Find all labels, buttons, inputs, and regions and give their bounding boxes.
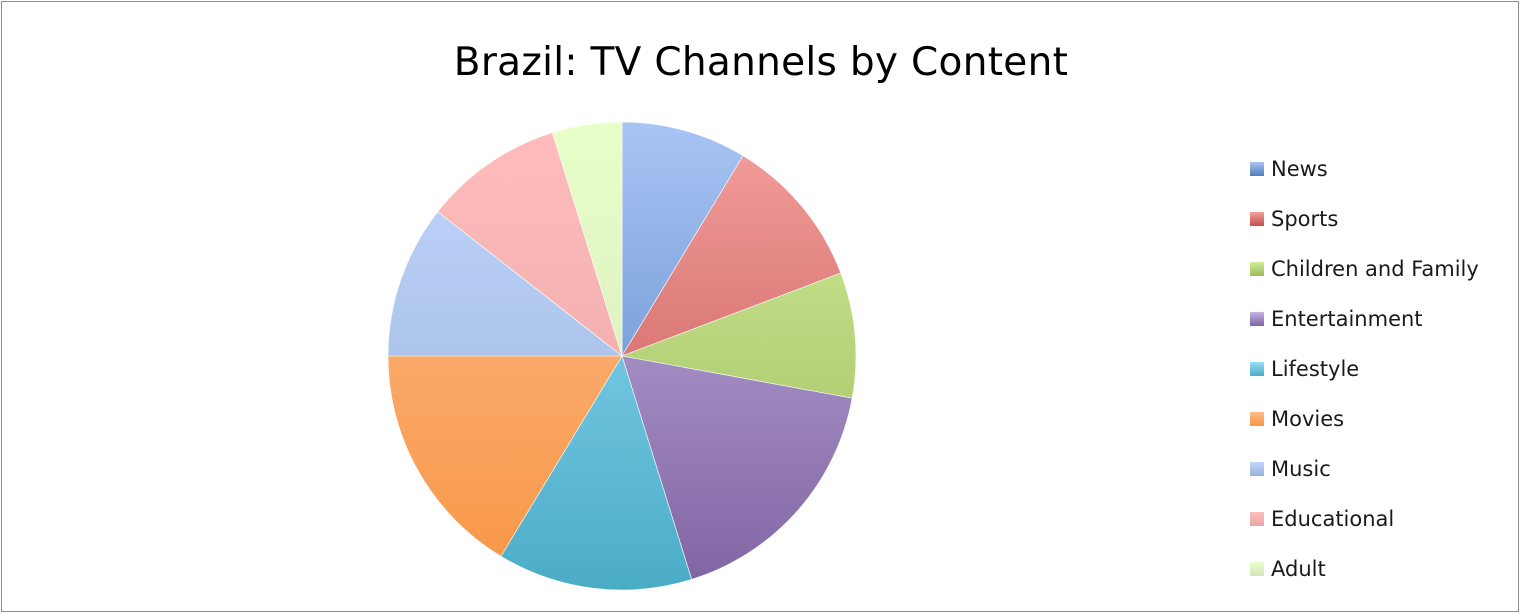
legend-label-music: Music [1271,457,1331,481]
pie-slice-music [387,211,623,357]
legend: News Sports Children and Family Entertainme… [1250,144,1518,594]
legend-label-entertainment: Entertainment [1271,307,1423,331]
legend-label-movies: Movies [1271,407,1345,431]
legend-item-music: Music [1250,444,1518,494]
legend-item-adult: Adult [1250,544,1518,594]
legend-item-news: News [1250,144,1518,194]
legend-label-news: News [1271,157,1328,181]
legend-label-educational: Educational [1271,507,1395,531]
pie-slice-news [621,121,744,358]
legend-item-sports: Sports [1250,194,1518,244]
legend-item-entertainment: Entertainment [1250,294,1518,344]
legend-label-sports: Sports [1271,207,1339,231]
pie-slice-entertainment [621,355,853,580]
legend-label-children-and-family: Children and Family [1271,257,1479,281]
pie-slice-movies [387,355,623,557]
legend-item-lifestyle: Lifestyle [1250,344,1518,394]
pie-slice-children-and-family [620,272,857,399]
legend-item-children-and-family: Children and Family [1250,244,1518,294]
pie-slice-lifestyle [500,355,692,591]
legend-swatch-entertainment [1250,312,1264,326]
chart-title: Brazil: TV Channels by Content [453,40,1069,85]
pie-slices [387,121,857,591]
pie-slice-adult [552,121,623,357]
legend-swatch-music [1250,462,1264,476]
pie-slice-educational [437,132,623,357]
legend-swatch-children-and-family [1250,262,1264,276]
legend-item-educational: Educational [1250,494,1518,544]
legend-swatch-news [1250,162,1264,176]
pie-slice-sports [621,155,842,357]
legend-label-adult: Adult [1271,557,1326,581]
legend-swatch-adult [1250,562,1264,576]
legend-swatch-sports [1250,212,1264,226]
legend-swatch-educational [1250,512,1264,526]
legend-label-lifestyle: Lifestyle [1271,357,1360,381]
legend-swatch-movies [1250,412,1264,426]
legend-item-movies: Movies [1250,394,1518,444]
legend-swatch-lifestyle [1250,362,1264,376]
